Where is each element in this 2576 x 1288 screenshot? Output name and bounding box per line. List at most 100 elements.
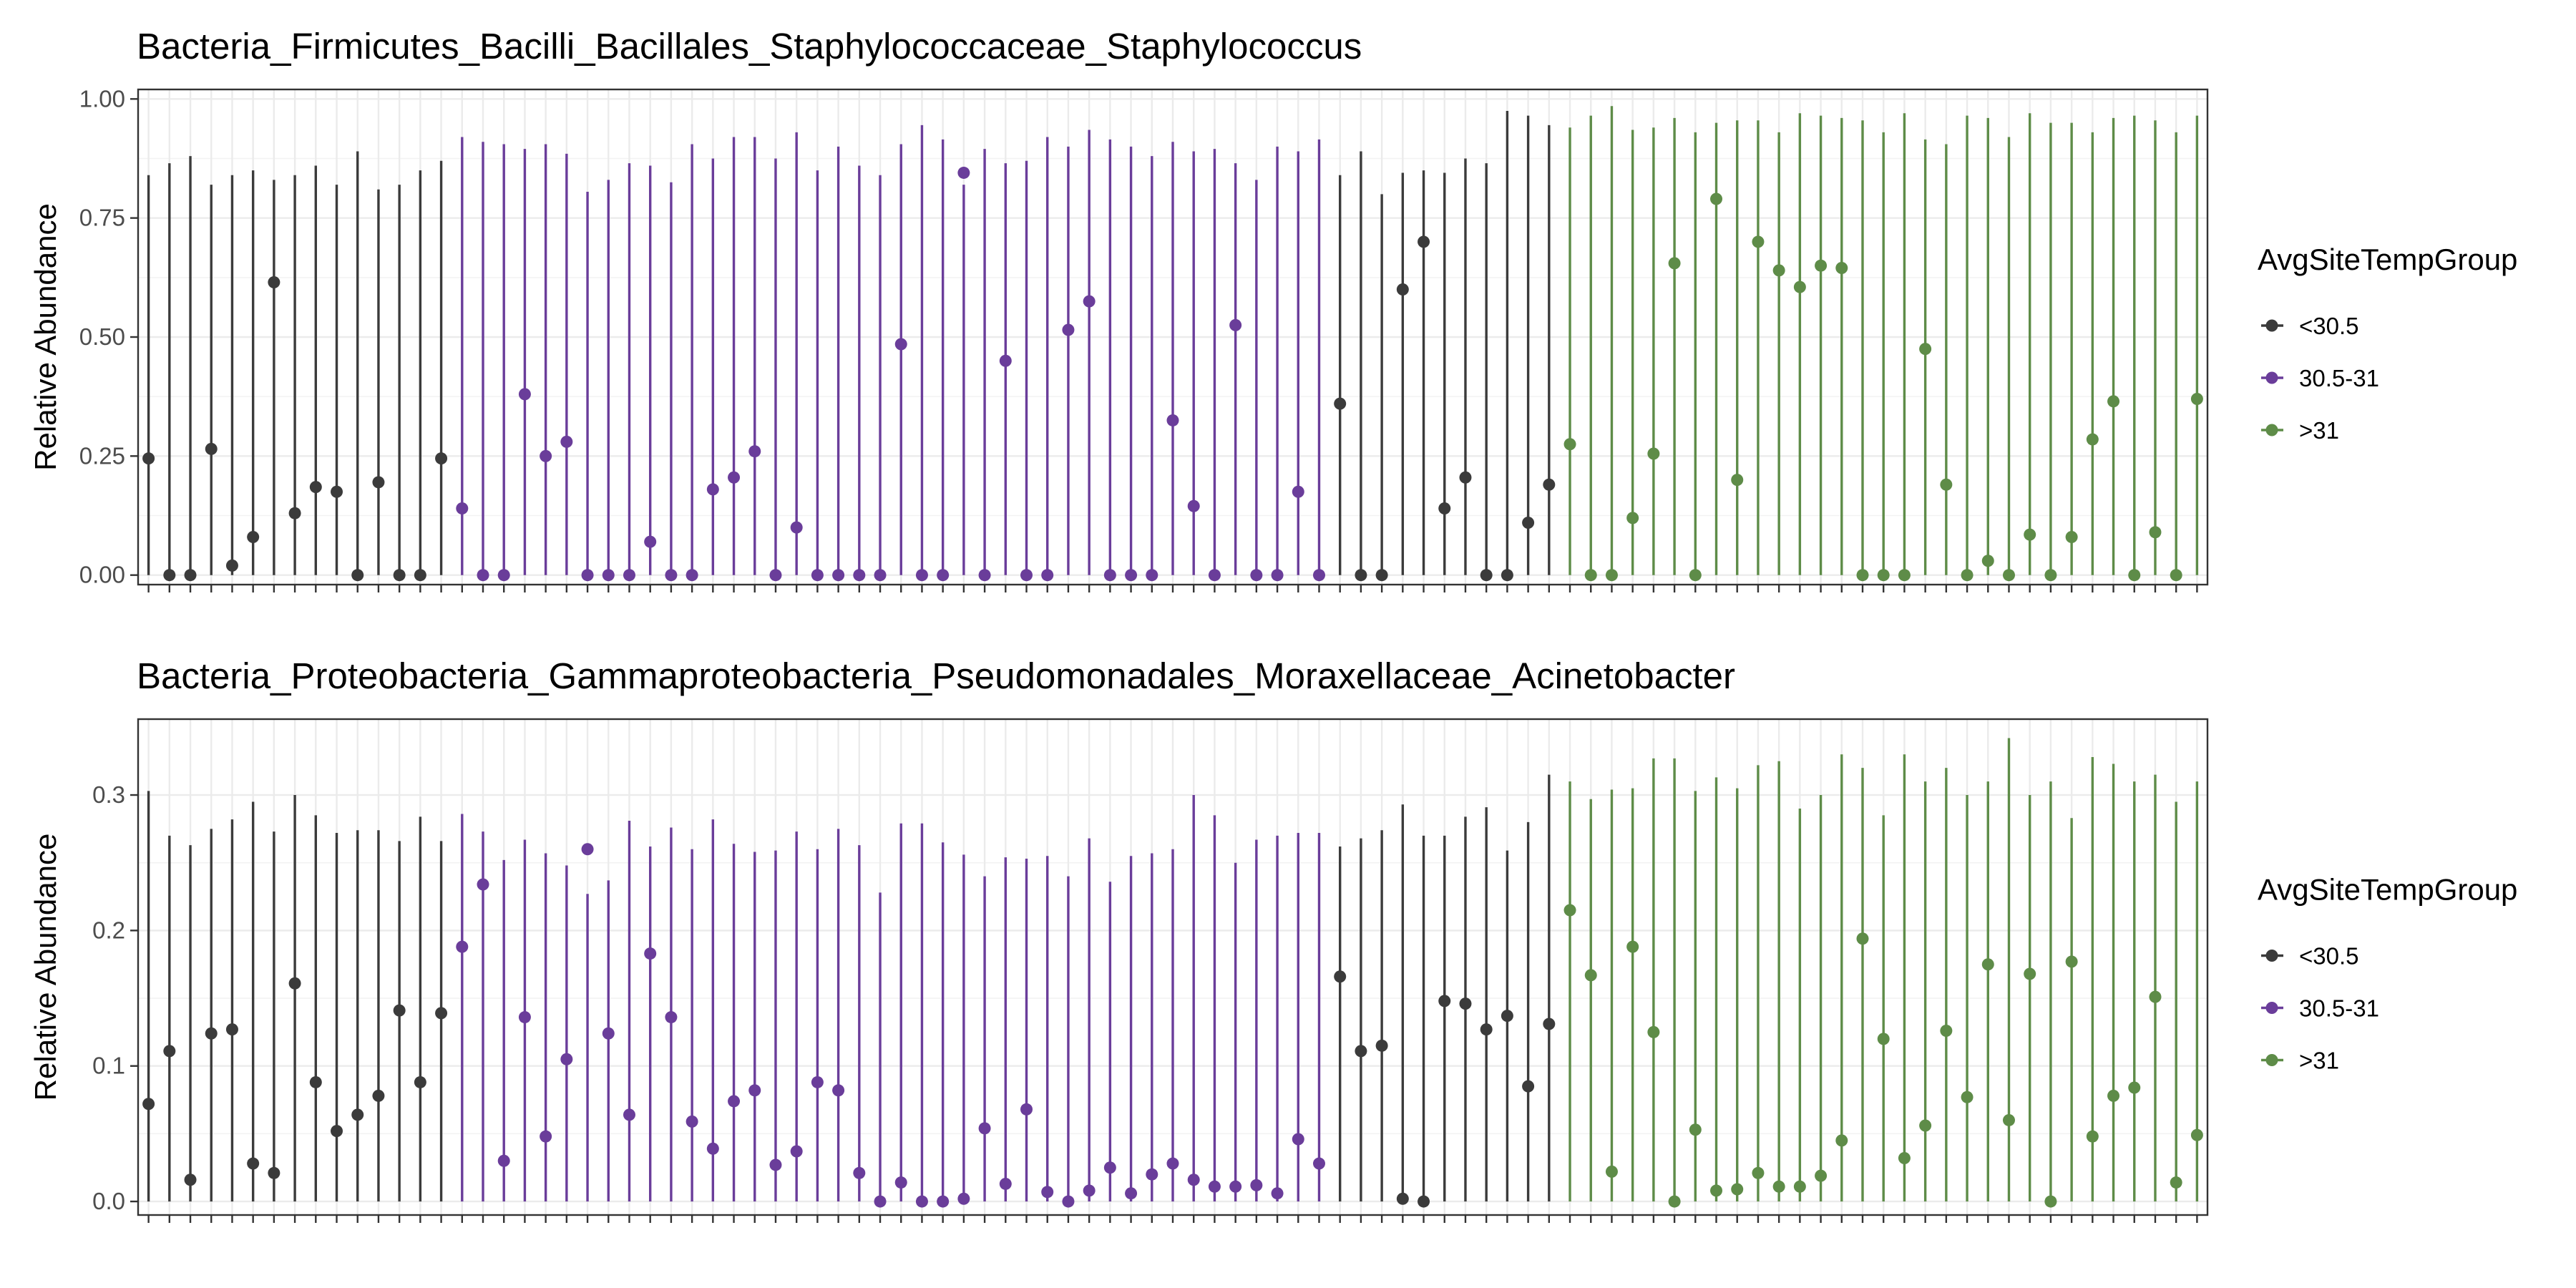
data-point <box>2086 433 2099 446</box>
data-point <box>1396 283 1409 296</box>
data-point <box>518 1011 531 1024</box>
data-point <box>477 569 489 582</box>
data-point <box>1815 1169 1828 1182</box>
data-point <box>1041 569 1054 582</box>
data-point <box>1689 569 1702 582</box>
data-point <box>706 1142 719 1155</box>
legend-title: AvgSiteTempGroup <box>2258 243 2517 276</box>
data-point <box>1898 569 1911 582</box>
data-point <box>247 1157 260 1170</box>
data-point <box>1166 414 1179 426</box>
data-point <box>268 275 280 288</box>
data-point <box>1501 1010 1513 1023</box>
panel-1: 0.00 0.25 0.50 0.75 1.00 Bacteria_Firmicutes_… <box>29 26 2517 592</box>
data-point <box>1083 1184 1096 1197</box>
data-point <box>978 1122 991 1135</box>
legend-key-point <box>2265 950 2278 962</box>
data-point <box>1312 569 1325 582</box>
data-point <box>540 1130 552 1143</box>
data-point <box>1563 438 1576 451</box>
data-point <box>1166 1157 1179 1170</box>
data-point <box>2170 1176 2182 1189</box>
data-point <box>581 843 594 856</box>
data-point <box>1375 1039 1388 1052</box>
data-point <box>2044 1195 2057 1208</box>
data-point <box>1020 569 1033 582</box>
data-point <box>1605 569 1618 582</box>
data-point <box>728 471 741 484</box>
data-point <box>748 445 761 458</box>
data-point <box>894 1176 907 1189</box>
data-point <box>1250 1179 1263 1191</box>
data-point <box>435 452 448 465</box>
panel-2: 0.0 0.1 0.2 0.3 Bacteria_Proteobacteria_Gamm… <box>29 655 2517 1223</box>
data-point <box>1334 397 1347 410</box>
data-point <box>853 1166 866 1179</box>
data-point <box>644 947 657 960</box>
data-point <box>456 502 469 515</box>
data-point <box>1647 447 1660 460</box>
data-point <box>602 1027 615 1040</box>
data-point <box>1563 904 1576 917</box>
data-point <box>435 1007 448 1020</box>
data-point <box>1668 257 1681 270</box>
data-point <box>602 569 615 582</box>
data-point <box>1292 485 1304 498</box>
data-point <box>309 1075 322 1088</box>
data-point <box>184 1174 197 1186</box>
data-point <box>1418 1195 1430 1208</box>
data-point <box>623 569 635 582</box>
data-point <box>1543 478 1556 491</box>
data-point <box>331 1125 343 1138</box>
data-point <box>769 569 782 582</box>
data-point <box>225 1023 238 1036</box>
data-point <box>832 569 845 582</box>
data-point <box>1877 569 1890 582</box>
legend-entry: 30.5-31 <box>2299 995 2379 1022</box>
data-point <box>456 940 469 953</box>
data-point <box>2149 526 2162 539</box>
data-point <box>1229 1180 1242 1193</box>
data-point <box>874 569 887 582</box>
data-point <box>1438 502 1451 515</box>
data-point <box>2149 990 2162 1003</box>
data-point <box>1668 1195 1681 1208</box>
data-point <box>1229 318 1242 331</box>
legend-entry: >31 <box>2299 1048 2339 1074</box>
data-point <box>1647 1025 1660 1038</box>
data-point <box>1919 1119 1932 1132</box>
legend-key-point <box>2265 371 2278 384</box>
data-point <box>2128 1081 2141 1094</box>
y-tick-label: 0.75 <box>79 205 125 231</box>
data-point <box>1772 264 1785 277</box>
data-point <box>811 1075 824 1088</box>
data-point <box>1146 1168 1158 1181</box>
data-point <box>1835 1134 1848 1147</box>
data-point <box>665 569 678 582</box>
data-point <box>497 1154 510 1167</box>
data-point <box>2024 528 2036 541</box>
panel-title: Bacteria_Proteobacteria_Gammaproteobacte… <box>137 655 1735 696</box>
data-point <box>665 1011 678 1024</box>
y-tick-label: 0.3 <box>92 781 125 808</box>
data-point <box>288 507 301 519</box>
data-point <box>2002 1113 2015 1126</box>
data-point <box>1772 1180 1785 1193</box>
data-point <box>1584 969 1597 982</box>
data-point <box>1626 512 1639 525</box>
data-point <box>999 354 1012 367</box>
y-axis-label: Relative Abundance <box>29 834 62 1101</box>
data-point <box>790 1145 803 1158</box>
data-point <box>1187 1174 1200 1186</box>
data-point <box>372 476 385 489</box>
data-point <box>288 977 301 990</box>
data-point <box>1271 569 1284 582</box>
data-point <box>790 521 803 534</box>
y-tick-label: 0.0 <box>92 1188 125 1214</box>
data-point <box>393 569 406 582</box>
data-point <box>518 388 531 401</box>
data-point <box>2107 1089 2120 1102</box>
data-point <box>414 569 426 582</box>
data-point <box>2044 569 2057 582</box>
data-point <box>957 1192 970 1205</box>
